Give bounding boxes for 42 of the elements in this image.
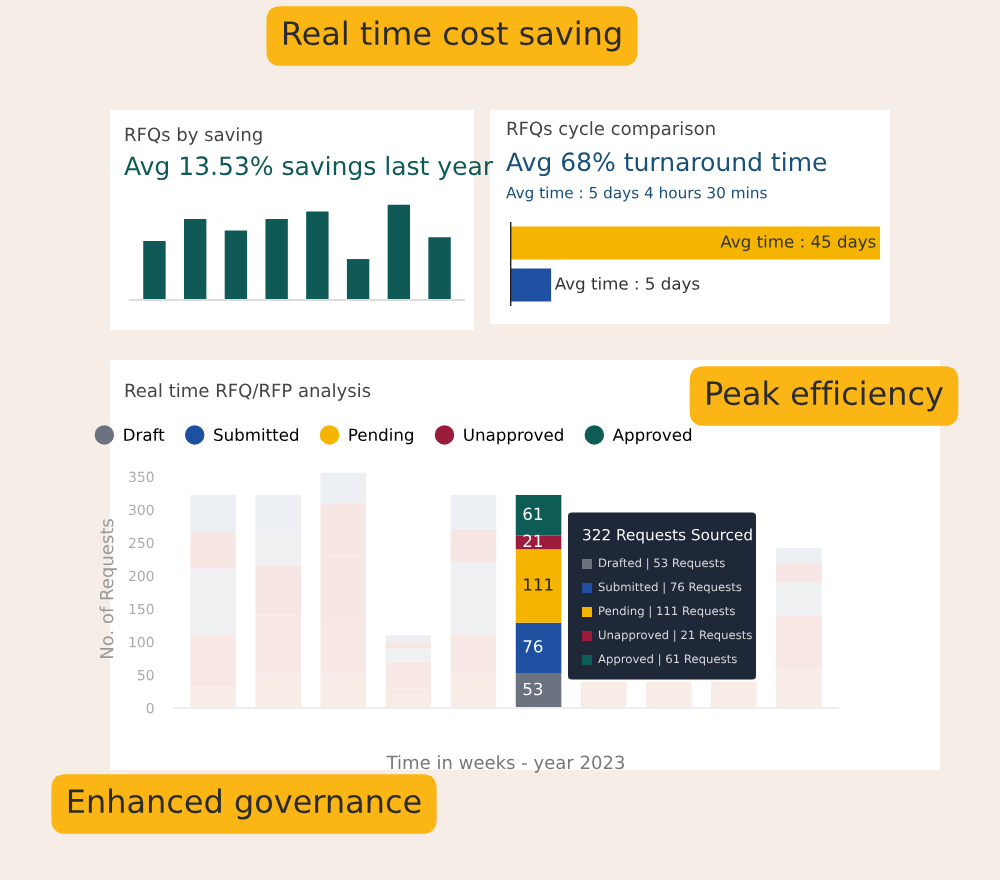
bar: [190, 532, 236, 569]
data-label: Avg time : 45 days: [720, 234, 876, 252]
data-label: 61: [523, 507, 542, 521]
data-label: 76: [523, 640, 543, 653]
bar: [450, 528, 497, 562]
legend-label: Approved: [612, 428, 692, 445]
legend-label: Unapproved: [464, 428, 563, 445]
bar: [515, 622, 562, 673]
bar: [387, 204, 411, 300]
chart-title: RFQs by saving: [125, 127, 262, 145]
bar: [776, 562, 822, 583]
x-axis-title: Time in weeks - year 2023: [386, 755, 625, 773]
bar: [183, 219, 207, 300]
legend-label: Draft: [124, 428, 165, 442]
chart-title: Real time RFQ/RFP analysis: [125, 383, 371, 401]
data-label: Avg time : 5 days: [554, 276, 700, 294]
legend-label: Pending: [349, 428, 413, 445]
data-label: 111: [524, 578, 553, 591]
bar: [265, 219, 288, 300]
bar: [428, 237, 451, 300]
chart-subtitle: Avg 68% turnaround time: [506, 151, 827, 177]
legend-label: Submitted: [214, 428, 299, 442]
bar: [143, 240, 166, 300]
bar: [515, 535, 562, 550]
bar: [515, 549, 562, 623]
text: Real time cost saving: [283, 20, 621, 52]
data-label: 21: [523, 534, 542, 547]
bar: [346, 259, 370, 300]
bar: [776, 548, 822, 563]
bar: [450, 495, 497, 529]
text: Enhanced governance: [68, 788, 421, 820]
bar: [224, 230, 248, 300]
data-label: 53: [523, 682, 543, 696]
y-axis-title: No. of Requests: [99, 519, 117, 659]
bar: [306, 211, 329, 300]
bar: [515, 672, 562, 708]
chart-title: RFQs cycle comparison: [507, 121, 715, 139]
bar: [320, 472, 367, 503]
bar: [515, 495, 562, 536]
text: Peak efficiency: [707, 380, 943, 412]
chart-subtitle: Avg 13.53% savings last year: [124, 155, 494, 181]
bar: [190, 495, 236, 533]
